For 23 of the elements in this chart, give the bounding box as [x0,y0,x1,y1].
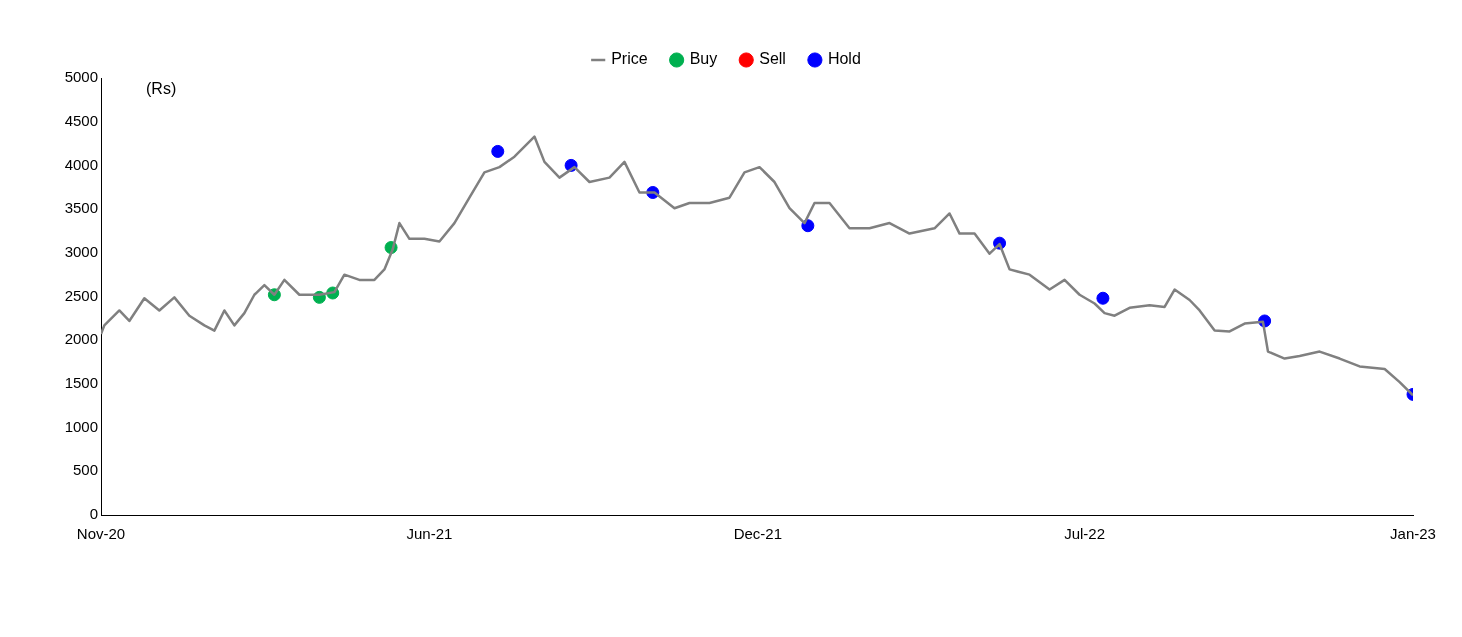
y-tick-label: 3500 [64,199,98,217]
legend-label: Buy [689,50,718,68]
point [491,144,505,158]
y-tick-label: 3000 [64,242,98,260]
y-axis-title: (Rs) [146,80,177,98]
y-tick-label: 4500 [64,111,98,129]
y-tick-label: 5000 [64,68,98,86]
point [1096,291,1110,305]
legend-label: Sell [759,50,786,68]
x-tick-label: Jul-22 [1064,525,1106,543]
x-tick-label: Nov-20 [76,525,126,543]
legend-label: Hold [827,50,861,68]
y-tick-label: 2500 [64,286,98,304]
x-tick-label: Jan-23 [1390,525,1436,543]
y-tick-label: 4000 [64,155,98,173]
y-tick-label: 1500 [64,374,98,392]
y-tick-label: 500 [72,461,98,479]
legend-label: Price [611,50,648,68]
y-tick-label: 2000 [64,330,98,348]
x-tick-label: Dec-21 [733,525,783,543]
y-tick-label: 0 [89,505,98,523]
x-tick-label: Jun-21 [406,525,453,543]
y-tick-label: 1000 [64,417,98,435]
